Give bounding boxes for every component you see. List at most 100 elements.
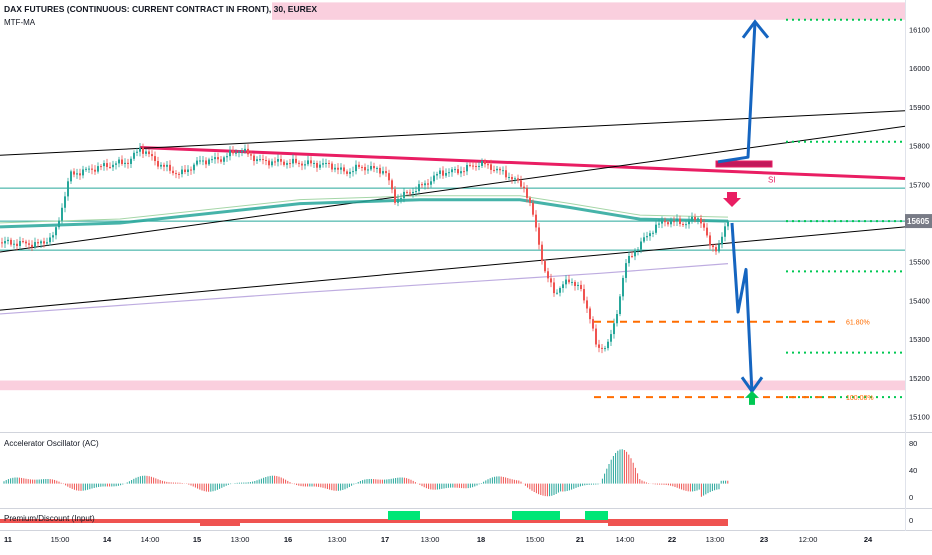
supply-demand-zone [272, 2, 905, 20]
time-tick-label: 13:00 [328, 535, 347, 544]
candle-body [574, 281, 576, 287]
candle-body [415, 191, 417, 193]
candle-body [157, 161, 159, 167]
channel-line [0, 125, 906, 253]
candle-body [247, 148, 249, 155]
candle-body [271, 161, 273, 166]
candle-body [481, 161, 483, 166]
candle-body [139, 147, 141, 152]
candle-body [73, 171, 75, 175]
time-tick-label: 13:00 [231, 535, 250, 544]
candle-body [22, 241, 24, 243]
candle-body [310, 160, 312, 164]
candle-body [619, 296, 621, 315]
price-tick-label: 15900 [909, 103, 930, 112]
candle-body [610, 334, 612, 342]
candle-body [436, 173, 438, 176]
candle-body [85, 168, 87, 170]
candle-body [625, 263, 627, 278]
candle-body [28, 243, 30, 245]
candle-body [346, 171, 348, 174]
indicator-label: MTF-MA [4, 18, 36, 27]
candle-body [544, 261, 546, 272]
candle-body [250, 154, 252, 156]
time-tick-label: 23 [760, 535, 768, 544]
candle-body [607, 341, 609, 349]
candle-body [46, 242, 48, 244]
candle-body [676, 218, 678, 222]
candle-body [505, 170, 507, 178]
candle-body [448, 172, 450, 174]
candle-body [601, 347, 603, 349]
candle-body [127, 162, 129, 164]
candle-body [193, 164, 195, 171]
price-tick-label: 16100 [909, 25, 930, 34]
candle-body [307, 160, 309, 165]
candle-body [367, 169, 369, 171]
candle-body [49, 237, 51, 243]
time-tick-label: 11 [4, 535, 12, 544]
time-tick-label: 15:00 [51, 535, 70, 544]
candle-body [94, 169, 96, 172]
pd-pane-label: Premium/Discount (Input) [4, 514, 95, 523]
candle-body [100, 166, 102, 168]
candle-body [115, 163, 117, 165]
candle-body [589, 308, 591, 320]
candle-body [154, 156, 156, 162]
candle-body [439, 170, 441, 174]
candle-body [547, 271, 549, 279]
fib-level-label: 61.80% [846, 320, 870, 327]
candle-body [361, 166, 363, 168]
time-tick-label: 14:00 [616, 535, 635, 544]
candle-body [277, 159, 279, 162]
candle-body [259, 159, 261, 161]
candle-body [595, 328, 597, 345]
candle-body [379, 167, 381, 174]
candle-body [313, 163, 315, 165]
candle-body [97, 166, 99, 172]
candle-body [493, 169, 495, 171]
candle-body [388, 173, 390, 181]
price-axis-bg [905, 0, 932, 550]
candle-body [724, 226, 726, 237]
candle-body [463, 171, 465, 173]
candle-body [253, 155, 255, 162]
candle-body [523, 186, 525, 189]
premium-area [512, 511, 560, 520]
candle-body [520, 180, 522, 187]
ac-tick-label: 40 [909, 466, 917, 475]
candle-body [202, 160, 204, 162]
candle-body [43, 241, 45, 244]
candle-body [397, 198, 399, 203]
candle-body [55, 227, 57, 236]
candle-body [52, 235, 54, 238]
candle-body [451, 169, 453, 173]
candle-body [487, 164, 489, 166]
candle-body [211, 159, 213, 161]
candle-body [541, 244, 543, 262]
candle-body [292, 158, 294, 164]
candle-body [715, 247, 717, 252]
candle-body [559, 288, 561, 293]
candle-body [316, 163, 318, 168]
time-tick-label: 12:00 [799, 535, 818, 544]
candle-body [427, 183, 429, 185]
candle-body [373, 166, 375, 169]
candle-body [691, 216, 693, 221]
candle-body [331, 163, 333, 170]
candle-body [70, 171, 72, 182]
candle-body [655, 224, 657, 233]
candle-body [328, 162, 330, 164]
candle-body [190, 169, 192, 171]
candle-body [697, 218, 699, 220]
candle-body [220, 159, 222, 162]
candle-body [472, 165, 474, 167]
candle-body [325, 162, 327, 164]
candle-body [40, 241, 42, 244]
candle-body [613, 323, 615, 335]
discount-area [200, 519, 240, 526]
candle-body [403, 191, 405, 199]
candle-body [643, 237, 645, 242]
candle-body [76, 173, 78, 175]
